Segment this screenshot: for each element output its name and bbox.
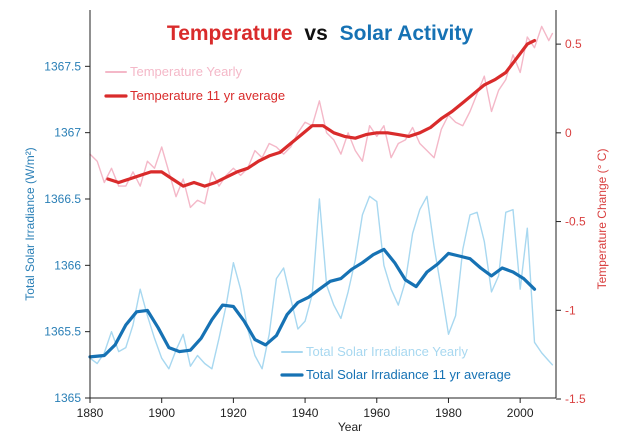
y-right-tick-label: -0.5 [565,215,586,229]
y-axis-right-title: Temperature Change (° C) [595,149,609,290]
title-temperature: Temperature [167,22,293,45]
legend-solar-irradiance-yearly: Total Solar Irradiance Yearly [281,344,468,359]
legend-solar-irradiance-11yr-average-label: Total Solar Irradiance 11 yr average [306,367,511,382]
y-right-tick-label: 0.5 [565,37,582,51]
x-tick-label: 1980 [435,406,462,420]
x-tick-label: 1960 [363,406,390,420]
legend-temperature-11yr-average: Temperature 11 yr average [104,88,285,103]
legend-temperature-yearly: Temperature Yearly [105,64,243,79]
legend-temperature-11yr-average-label: Temperature 11 yr average [130,88,285,103]
x-tick-label: 1920 [220,406,247,420]
x-tick-label: 1900 [148,406,175,420]
y-right-tick-label: 0 [565,126,572,140]
series-temperature-yearly [89,25,554,209]
y-left-tick-label: 1366 [54,258,81,272]
y-left-tick-label: 1365 [54,391,81,405]
chart-title: Temperature vs Solar Activity [167,22,473,45]
legend-temperature-yearly-label: Temperature Yearly [130,64,243,79]
x-tick-label: 1940 [292,406,319,420]
y-left-tick-label: 1365.5 [44,325,81,339]
series-solar-irradiance-yearly [89,195,554,370]
y-left-tick-label: 1367.5 [44,59,81,73]
y-right-tick-label: -1.5 [565,392,586,406]
x-tick-label: 1880 [77,406,104,420]
title-solar-activity: Solar Activity [340,22,474,45]
title-vs: vs [304,22,327,45]
x-tick-label: 2000 [507,406,534,420]
legend-solar-irradiance-yearly-label: Total Solar Irradiance Yearly [306,344,468,359]
y-right-tick-label: -1 [565,303,576,317]
axes-layer: 1880 1900 1920 1940 1960 1980 2000 1365 1365.5 13… [44,10,586,420]
y-left-tick-label: 1366.5 [44,192,81,206]
legend-layer: Temperature Yearly Temperature 11 yr aver… [104,64,511,382]
x-axis-title: Year [338,420,362,434]
y-left-tick-label: 1367 [54,126,81,140]
series-layer [88,25,554,370]
series-solar-irradiance-11yr-average [88,247,537,359]
y-axis-left-title: Total Solar Irradiance (W/m²) [23,147,37,300]
series-temperature-11yr-average [106,38,537,188]
legend-solar-irradiance-11yr-average: Total Solar Irradiance 11 yr average [280,367,511,382]
